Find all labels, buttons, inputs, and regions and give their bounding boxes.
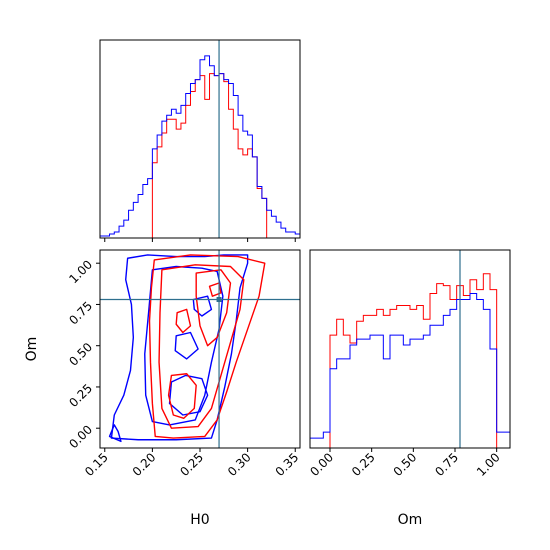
om-histogram-xtick-label-4: 0.75 (432, 450, 461, 479)
om-histogram-series-2-step-line (309, 293, 511, 448)
contour-xtick-label-4: 0.30 (225, 450, 254, 479)
contour-x-axis-label: H0 (190, 512, 209, 528)
om-histogram-xtick-label-1: 0.00 (307, 450, 336, 479)
contour-truth-marker (216, 297, 222, 302)
contour-line-4 (168, 374, 209, 416)
contour-xtick-label-3: 0.25 (177, 450, 206, 479)
h0-histogram-series-2-step-line (99, 55, 301, 238)
contour-line-11 (175, 308, 192, 334)
om-histogram-xtick-label-2: 0.25 (349, 450, 378, 479)
contour-ytick-label-3: 0.50 (66, 340, 95, 369)
contour-ytick-label-2: 0.25 (66, 381, 95, 410)
contour-line-12 (208, 282, 222, 297)
om-histogram-x-axis-label: Om (398, 512, 423, 528)
h0-marginal-histogram-panel (99, 39, 301, 242)
contour-line-7 (148, 254, 266, 439)
contour-line-8 (158, 264, 245, 429)
contour-y-axis-label: Om (24, 337, 40, 362)
contour-line-2 (108, 424, 122, 443)
om-histogram-xtick-label-5: 1.00 (474, 450, 503, 479)
h0-histogram-series-1-step-line (151, 73, 268, 238)
om-marginal-histogram-panel: 0.00 0.25 0.50 0.75 1.00 Om (307, 249, 511, 528)
om-histogram-xtick-label-3: 0.50 (391, 450, 420, 479)
contour-line-3 (144, 265, 224, 426)
contour-xtick-label-5: 0.35 (273, 450, 302, 479)
contour-xtick-label-1: 0.15 (82, 450, 111, 479)
contour-line-10 (167, 373, 197, 419)
contour-line-6 (192, 295, 213, 317)
contour-ytick-label-1: 0.00 (66, 422, 95, 451)
contour-frame (99, 249, 301, 449)
om-histogram-series-1-step-line (329, 273, 498, 448)
contour-line-5 (174, 331, 199, 360)
contour-ytick-label-4: 0.75 (66, 299, 95, 328)
contour-xtick-label-2: 0.20 (130, 450, 159, 479)
contour-ytick-label-5: 1.00 (66, 257, 95, 286)
contour-line-9 (195, 269, 232, 347)
om-histogram-frame (309, 249, 511, 449)
h0-om-contour-panel: 0.15 0.20 0.25 0.30 0.35 0.00 0.25 0.50 0.75 1.00… (24, 249, 302, 528)
